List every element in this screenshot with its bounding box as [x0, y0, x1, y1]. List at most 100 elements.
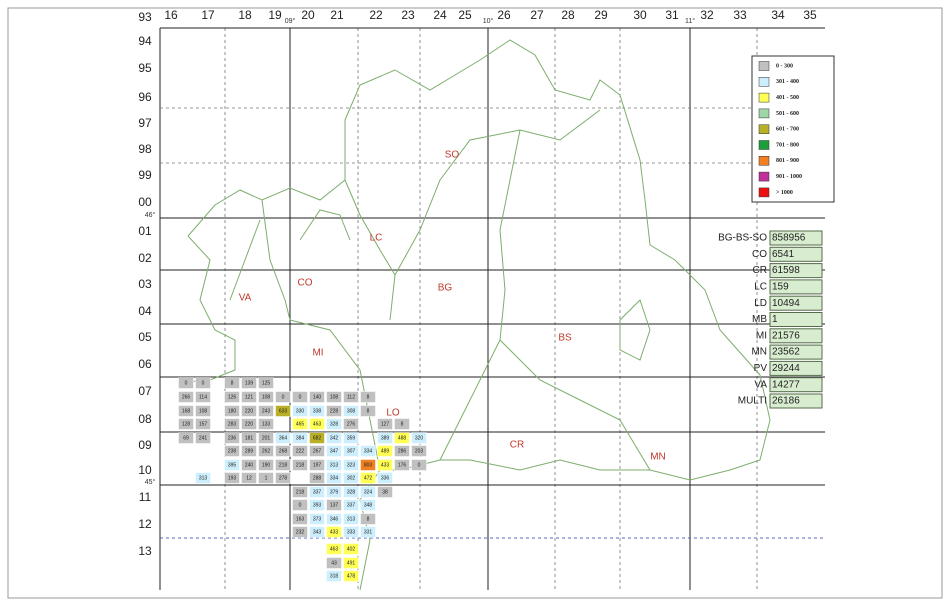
cell-value: 126 — [228, 394, 237, 400]
cell-value: 218 — [296, 489, 305, 495]
cell-value: 489 — [381, 448, 390, 454]
legend-label: > 1000 — [776, 190, 793, 196]
column-label: 29 — [594, 8, 608, 22]
cell-value: 176 — [398, 462, 407, 468]
cell — [360, 526, 376, 538]
cell — [377, 418, 393, 430]
column-label: 33 — [733, 8, 747, 22]
cell-value: 108 — [199, 408, 208, 414]
cell — [224, 472, 240, 484]
row-label: 97 — [138, 116, 152, 130]
row-label: 93 — [138, 10, 152, 24]
cell-value: 121 — [245, 394, 254, 400]
cell — [292, 459, 308, 471]
cell-value: 0 — [299, 502, 302, 508]
province-label: VA — [239, 293, 252, 304]
cell-value: 220 — [245, 408, 254, 414]
cell — [195, 472, 211, 484]
total-value: 14277 — [772, 379, 800, 390]
cell — [394, 418, 410, 430]
cell-value: 302 — [347, 475, 356, 481]
cell — [309, 405, 325, 417]
cell-value: 633 — [279, 408, 288, 414]
cell-value: 379 — [330, 489, 339, 495]
cell — [292, 499, 308, 511]
total-box — [769, 230, 823, 246]
cell — [326, 543, 342, 555]
cell — [241, 377, 257, 389]
cell-value: 328 — [347, 489, 356, 495]
total-box — [769, 328, 823, 344]
cell — [326, 570, 342, 582]
cell-value: 8 — [367, 394, 370, 400]
column-label: 35 — [803, 8, 817, 22]
cell-value: 201 — [262, 435, 271, 441]
cell — [195, 391, 211, 403]
cell — [195, 405, 211, 417]
total-box — [769, 312, 823, 327]
province-label: BS — [558, 333, 572, 344]
column-label: 19 — [268, 8, 282, 22]
province-label: MI — [312, 348, 323, 359]
total-value: 26186 — [772, 396, 800, 407]
cell — [309, 418, 325, 430]
cell — [394, 432, 410, 444]
legend-label: 801 - 900 — [776, 158, 799, 164]
cell-value: 0 — [299, 394, 302, 400]
total-box — [769, 246, 823, 262]
cell-value: 288 — [313, 475, 322, 481]
cell — [360, 405, 376, 417]
cell-value: 240 — [245, 462, 254, 468]
cell-value: 433 — [381, 462, 390, 468]
cell-value: 337 — [313, 489, 322, 495]
cell-value: 0 — [202, 380, 205, 386]
province-label: CO — [298, 278, 313, 289]
cell — [258, 405, 274, 417]
province-label: SO — [445, 150, 460, 161]
cell-value: 342 — [330, 435, 339, 441]
legend-swatch — [758, 156, 770, 166]
cell — [258, 377, 274, 389]
cell — [360, 513, 376, 525]
cell — [309, 391, 325, 403]
cell-value: 307 — [347, 448, 356, 454]
cell — [326, 432, 342, 444]
cell — [343, 459, 359, 471]
row-label: 11 — [139, 490, 152, 504]
cell — [275, 405, 291, 417]
cell — [224, 418, 240, 430]
legend-swatch — [758, 77, 770, 87]
total-value: 159 — [772, 282, 789, 293]
column-label: 28 — [561, 8, 575, 22]
cell — [343, 513, 359, 525]
cell — [326, 445, 342, 457]
cell — [343, 472, 359, 484]
cell-value: 463 — [313, 421, 322, 427]
cell-value: 8 — [401, 421, 404, 427]
cell — [275, 391, 291, 403]
row-label: 06 — [138, 357, 152, 371]
cell — [309, 486, 325, 498]
cell-value: 348 — [364, 502, 373, 508]
cell — [411, 432, 427, 444]
cell-value: 276 — [347, 421, 356, 427]
column-label: 18 — [238, 8, 252, 22]
row-label: 12 — [138, 517, 152, 531]
cell — [195, 418, 211, 430]
cell — [292, 418, 308, 430]
cell-value: 1 — [265, 475, 268, 481]
cell — [292, 526, 308, 538]
cell-value: 197 — [313, 462, 322, 468]
column-label: 16 — [164, 8, 178, 22]
cell — [343, 432, 359, 444]
total-value: 1 — [772, 314, 778, 325]
total-value: 29244 — [772, 363, 800, 374]
row-label: 09 — [138, 438, 152, 452]
cell — [224, 432, 240, 444]
cell-value: 203 — [415, 448, 424, 454]
cell-value: 323 — [347, 462, 356, 468]
cell-value: 218 — [279, 462, 288, 468]
cell — [343, 526, 359, 538]
cell — [292, 513, 308, 525]
cell-value: 402 — [347, 546, 356, 552]
